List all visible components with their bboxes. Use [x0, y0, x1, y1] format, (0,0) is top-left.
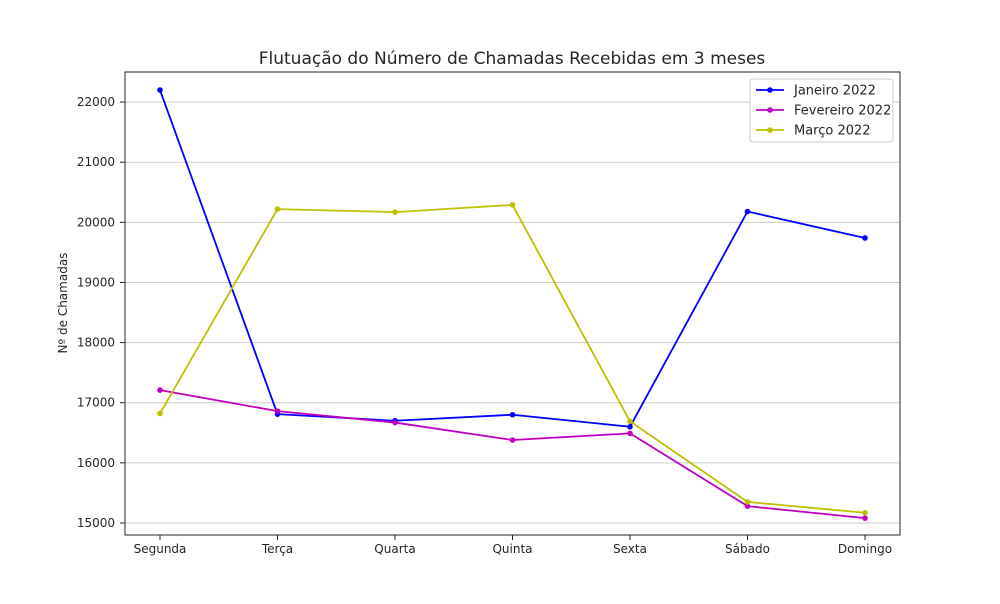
data-point-1-1 — [274, 408, 281, 414]
y-tick-label-20000: 20000 — [77, 215, 115, 229]
data-point-1-3 — [509, 437, 516, 443]
data-point-1-5 — [744, 503, 751, 509]
y-tick-label-17000: 17000 — [77, 396, 115, 410]
y-axis-label: Nº de Chamadas — [56, 253, 70, 354]
data-point-1-4 — [627, 430, 633, 437]
data-point-2-0 — [157, 410, 163, 417]
data-point-0-5 — [744, 208, 751, 215]
series-1 — [157, 387, 868, 521]
legend-marker-0 — [767, 87, 773, 93]
x-tick-label-3: Quinta — [492, 542, 532, 556]
data-point-2-5 — [744, 499, 751, 505]
data-point-0-6 — [862, 235, 868, 241]
x-tick-label-5: Sábado — [725, 542, 770, 556]
y-tick-label-18000: 18000 — [77, 336, 115, 350]
legend-box — [749, 78, 894, 143]
legend-label-1: Fevereiro 2022 — [794, 104, 891, 119]
legend-marker-2 — [767, 127, 773, 133]
series-layer — [157, 87, 868, 521]
data-point-0-0 — [157, 87, 163, 93]
x-tick-label-4: Sexta — [613, 542, 647, 556]
data-point-0-4 — [627, 423, 633, 430]
series-0 — [157, 87, 868, 430]
data-point-1-6 — [862, 515, 868, 521]
legend-label-0: Janeiro 2022 — [793, 84, 876, 99]
data-point-2-3 — [509, 202, 516, 208]
legend-label-2: Março 2022 — [794, 124, 871, 139]
grid-layer — [125, 101, 900, 524]
y-tick-label-15000: 15000 — [77, 516, 115, 530]
y-tick-label-16000: 16000 — [77, 456, 115, 470]
legend-items: Janeiro 2022 Fevereiro 2022 Março 2022 — [756, 84, 891, 139]
y-tick-label-21000: 21000 — [77, 155, 115, 169]
legend-marker-1 — [767, 107, 773, 113]
chart-title: Flutuação do Número de Chamadas Recebida… — [259, 49, 766, 69]
data-point-2-6 — [862, 509, 868, 516]
data-point-2-1 — [274, 206, 281, 212]
y-axis-ticks: 15000 16000 17000 18000 19000 20000 21000 22000 — [77, 95, 125, 530]
x-tick-label-1: Terça — [261, 542, 293, 556]
series-2 — [157, 202, 868, 516]
x-tick-label-6: Domingo — [838, 542, 892, 556]
x-axis-ticks: Segunda Terça Quarta Quinta Sexta Sábado Domin… — [134, 535, 892, 556]
data-point-1-0 — [157, 387, 163, 393]
x-tick-label-2: Quarta — [374, 542, 415, 556]
y-tick-label-22000: 22000 — [77, 95, 115, 109]
data-point-2-2 — [392, 209, 398, 215]
x-tick-label-0: Segunda — [134, 542, 187, 556]
y-tick-label-19000: 19000 — [77, 275, 115, 289]
data-point-0-3 — [509, 411, 516, 418]
legend: Janeiro 2022 Fevereiro 2022 Março 2022 — [749, 78, 894, 143]
data-point-2-4 — [627, 418, 633, 425]
data-point-1-2 — [392, 419, 398, 426]
